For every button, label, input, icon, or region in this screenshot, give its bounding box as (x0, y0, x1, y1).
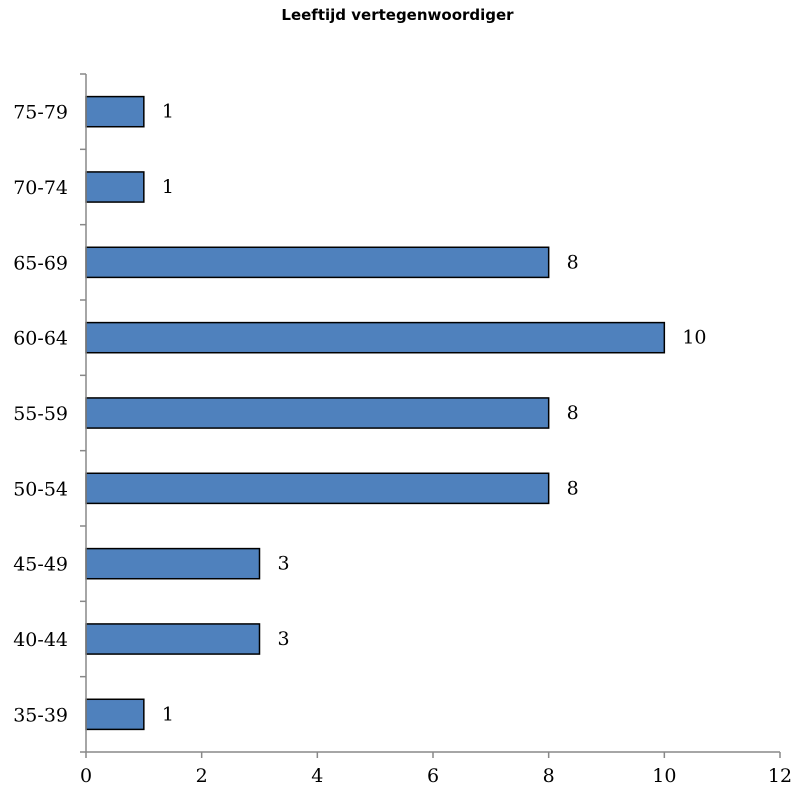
data-label-70-74: 1 (162, 176, 174, 198)
bar-50-54 (85, 472, 550, 505)
x-tick-label-8: 8 (543, 765, 555, 787)
bar-65-69 (85, 246, 550, 279)
data-label-50-54: 8 (567, 477, 579, 499)
bar-60-64 (85, 321, 666, 354)
category-label-50-54: 50-54 (13, 478, 68, 500)
x-tick-label-10: 10 (652, 765, 676, 787)
data-label-40-44: 3 (278, 628, 290, 650)
x-tick-label-6: 6 (427, 765, 439, 787)
data-label-60-64: 10 (682, 327, 706, 349)
category-label-40-44: 40-44 (13, 629, 68, 651)
category-labels-group: 35-39 40-44 45-49 50-54 55-59 60-64 65-69 70-74… (13, 102, 68, 727)
bar-75-79 (85, 95, 145, 128)
x-tick-label-0: 0 (80, 765, 92, 787)
bar-45-49 (85, 547, 261, 580)
x-axis-ticks-group: 0 2 4 6 8 10 12 (80, 73, 792, 787)
category-label-55-59: 55-59 (13, 403, 68, 425)
data-label-35-39: 1 (162, 703, 174, 725)
data-label-55-59: 8 (567, 402, 579, 424)
x-tick-label-4: 4 (311, 765, 323, 787)
data-label-75-79: 1 (162, 101, 174, 123)
chart-title: Leeftijd vertegenwoordiger (281, 6, 514, 24)
category-label-70-74: 70-74 (13, 177, 68, 199)
category-label-65-69: 65-69 (13, 252, 68, 274)
category-label-35-39: 35-39 (13, 704, 68, 726)
data-labels-group: 1 3 3 8 8 10 8 1 1 (162, 101, 707, 726)
category-label-60-64: 60-64 (13, 328, 68, 350)
bar-70-74 (85, 171, 145, 203)
x-tick-label-12: 12 (768, 765, 792, 787)
bar-55-59 (85, 397, 550, 429)
category-label-75-79: 75-79 (13, 102, 68, 124)
category-label-45-49: 45-49 (13, 554, 68, 576)
data-label-65-69: 8 (567, 251, 579, 273)
bars-group (85, 95, 666, 731)
bar-40-44 (85, 623, 261, 655)
data-label-45-49: 3 (278, 553, 290, 575)
x-tick-label-2: 2 (196, 765, 208, 787)
bar-35-39 (85, 698, 145, 731)
